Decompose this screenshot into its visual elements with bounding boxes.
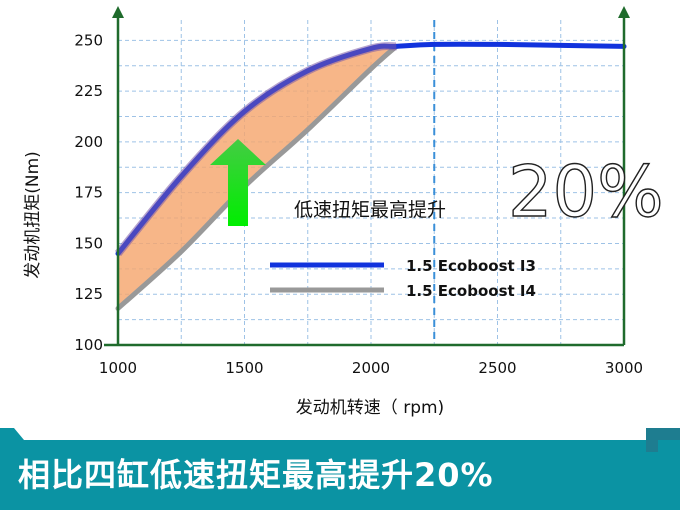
x-tick-label: 1500 <box>225 359 263 377</box>
y-tick-label: 150 <box>74 234 103 252</box>
x-tick-label: 3000 <box>605 359 643 377</box>
callout-text: 低速扭矩最高提升 <box>294 199 446 221</box>
series-line-i4 <box>115 43 399 311</box>
callout-percentage: 20% <box>508 151 664 233</box>
x-tick-label: 1000 <box>99 359 137 377</box>
series-lines <box>114 41 627 311</box>
x-tick-label: 2500 <box>478 359 516 377</box>
y-axis-arrow <box>112 6 124 18</box>
increase-arrow <box>210 139 266 226</box>
y-tick-label: 100 <box>74 336 103 354</box>
y2-axis-arrow <box>618 6 630 18</box>
y-tick-label: 225 <box>74 82 103 100</box>
axes <box>104 6 630 347</box>
y-tick-label: 175 <box>74 184 103 202</box>
y-tick-label: 250 <box>74 31 103 49</box>
x-tick-label: 2000 <box>352 359 390 377</box>
caption-banner <box>0 428 680 510</box>
callout: 低速扭矩最高提升 20% <box>294 150 664 233</box>
y-axis-title: 发动机扭矩(Nm) <box>23 151 43 279</box>
torque-chart: 100 125 150 175 200 225 250 1000 1500 2000 2500 300… <box>23 6 664 418</box>
legend-label-i4: 1.5 Ecoboost I4 <box>406 282 536 300</box>
x-axis-title: 发动机转速（ rpm) <box>296 398 444 418</box>
overlap-band <box>114 42 397 257</box>
legend: 1.5 Ecoboost I3 1.5 Ecoboost I4 <box>270 257 536 300</box>
tick-labels: 100 125 150 175 200 225 250 1000 1500 2000 2500 300… <box>74 31 643 377</box>
y-tick-label: 200 <box>74 133 103 151</box>
y-tick-label: 125 <box>74 285 103 303</box>
caption-text: 相比四缸低速扭矩最高提升20% <box>18 456 494 494</box>
legend-label-i3: 1.5 Ecoboost I3 <box>406 257 536 275</box>
